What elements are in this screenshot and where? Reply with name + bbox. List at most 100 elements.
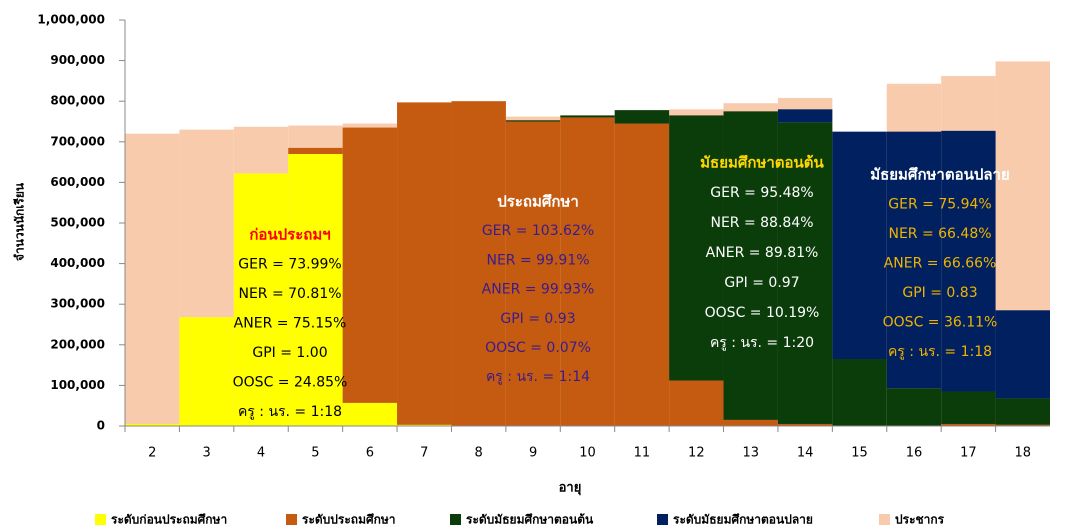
y-tick-label: 0 (97, 419, 105, 433)
annotation-line: ครู : นร. = 1:18 (238, 404, 342, 420)
bar-segment (560, 117, 615, 426)
bar-segment (125, 423, 180, 426)
bar-segment (886, 388, 942, 426)
y-tick-label: 900,000 (50, 53, 105, 67)
bar-segment (342, 402, 398, 426)
annotation-line: GPI = 0.93 (500, 311, 575, 327)
x-tick-label: 5 (311, 446, 319, 461)
bar-segment (941, 391, 996, 424)
legend-swatch (879, 514, 890, 525)
bar-segment (233, 173, 289, 426)
annotation-title: ประถมศึกษา (497, 193, 579, 211)
legend-label: ระดับก่อนประถมศึกษา (111, 513, 227, 527)
legend-swatch (450, 514, 461, 525)
annotation-line: NER = 88.84% (710, 215, 813, 231)
bar-segment (505, 120, 561, 122)
x-tick-label: 15 (851, 446, 868, 461)
bar-segment (560, 115, 615, 118)
bar-segment (723, 419, 778, 426)
annotation-line: ครู : นร. = 1:20 (710, 335, 814, 351)
bar-segment (505, 121, 561, 426)
legend-label: ประชากร (895, 513, 945, 527)
bar-segment (288, 147, 343, 154)
legend-swatch (286, 514, 297, 525)
y-axis-title: จำนวนนักเรียน (13, 182, 27, 261)
x-axis-title: อายุ (559, 481, 582, 496)
annotation-line: ANER = 89.81% (706, 245, 819, 261)
annotation-title: ก่อนประถมฯ (249, 226, 330, 244)
y-tick-label: 100,000 (50, 378, 105, 392)
annotation-line: GPI = 0.97 (724, 275, 799, 291)
bar-segment (777, 122, 833, 424)
bar-segment (288, 153, 343, 427)
annotation-line: NER = 70.81% (238, 286, 341, 302)
bar-segment (723, 111, 778, 420)
bar-segment (886, 131, 942, 389)
x-tick-label: 8 (475, 446, 483, 461)
x-tick-label: 17 (960, 446, 977, 461)
annotation-line: ครู : นร. = 1:18 (888, 344, 992, 360)
bar-segment (669, 380, 724, 426)
population-bar (125, 133, 180, 426)
x-tick-label: 6 (366, 446, 374, 461)
x-tick-label: 3 (202, 446, 210, 461)
y-tick-label: 1,000,000 (37, 13, 105, 27)
legend-label: ระดับประถมศึกษา (302, 513, 396, 527)
y-tick-label: 500,000 (50, 216, 105, 230)
annotation-line: GPI = 0.83 (902, 285, 977, 301)
x-tick-label: 2 (148, 446, 156, 461)
bar-segment (777, 423, 833, 426)
bar-segment (397, 424, 452, 426)
y-tick-label: 200,000 (50, 337, 105, 351)
annotation-line: NER = 66.48% (888, 226, 991, 242)
y-tick-label: 600,000 (50, 175, 105, 189)
annotation-title: มัธยมศึกษาตอนปลาย (870, 166, 1010, 184)
bar-segment (179, 317, 234, 426)
annotation-line: OOSC = 36.11% (883, 315, 998, 331)
x-tick-label: 10 (579, 446, 596, 461)
x-tick-label: 4 (257, 446, 265, 461)
bar-segment (342, 127, 398, 403)
bar-segment (995, 424, 1050, 426)
x-tick-label: 16 (906, 446, 923, 461)
bar-segment (451, 101, 506, 426)
bar-segment (614, 123, 670, 426)
bar-segment (941, 130, 996, 392)
bar-segment (995, 398, 1050, 425)
legend-swatch (95, 514, 106, 525)
legend-swatch (657, 514, 668, 525)
annotation-line: NER = 99.91% (486, 252, 589, 268)
bar-segment (995, 310, 1050, 399)
y-tick-label: 300,000 (50, 297, 105, 311)
x-tick-label: 12 (688, 446, 705, 461)
annotation-line: ANER = 99.93% (482, 282, 595, 298)
x-tick-label: 14 (797, 446, 814, 461)
legend-label: ระดับมัธยมศึกษาตอนต้น (466, 513, 594, 527)
bar-segment (614, 110, 670, 124)
annotation-line: GER = 95.48% (710, 185, 813, 201)
y-tick-label: 800,000 (50, 94, 105, 108)
bar-segment (832, 131, 887, 360)
x-tick-label: 11 (634, 446, 651, 461)
bar-segment (941, 423, 996, 426)
annotation-line: ครู : นร. = 1:14 (486, 369, 590, 385)
annotation-line: ANER = 66.66% (884, 256, 997, 272)
annotation-line: GPI = 1.00 (252, 345, 327, 361)
x-tick-label: 18 (1015, 446, 1032, 461)
annotation-line: GER = 75.94% (888, 197, 991, 213)
bar-segment (832, 359, 887, 426)
legend-label: ระดับมัธยมศึกษาตอนปลาย (673, 513, 813, 527)
x-tick-label: 9 (529, 446, 537, 461)
annotation-title: มัธยมศึกษาตอนต้น (700, 154, 824, 172)
annotation-line: ANER = 75.15% (234, 316, 347, 332)
bar-segment (777, 109, 833, 123)
annotation-line: GER = 103.62% (482, 223, 594, 239)
x-tick-label: 13 (742, 446, 759, 461)
y-tick-label: 700,000 (50, 134, 105, 148)
y-tick-label: 400,000 (50, 256, 105, 270)
annotation-line: OOSC = 0.07% (485, 340, 591, 356)
annotation-line: OOSC = 10.19% (705, 305, 820, 321)
annotation-line: GER = 73.99% (238, 257, 341, 273)
bar-segment (669, 115, 724, 381)
